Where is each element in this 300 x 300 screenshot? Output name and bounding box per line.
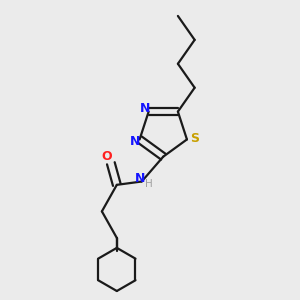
Text: O: O	[102, 150, 112, 163]
Text: S: S	[190, 132, 199, 145]
Text: N: N	[135, 172, 145, 185]
Text: N: N	[140, 103, 150, 116]
Text: H: H	[145, 178, 153, 188]
Text: N: N	[130, 135, 140, 148]
